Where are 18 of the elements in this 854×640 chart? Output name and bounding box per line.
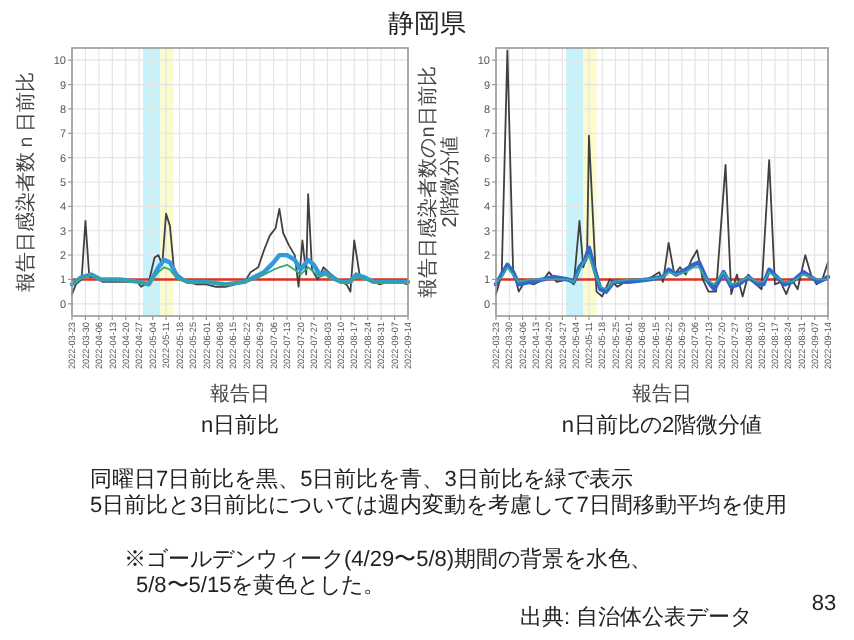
text: 同曜日7日前比を黒、5日前比を青、3日前比を緑で表示	[90, 466, 633, 492]
text: n日前比	[200, 412, 280, 438]
source-note: 出典: 自治体公表データ	[519, 604, 753, 630]
line-series	[495, 49, 829, 298]
line-series	[495, 254, 829, 291]
text: ※ゴールデンウィーク(4/29〜5/8)期間の背景を水色、	[124, 546, 653, 572]
line-series	[493, 245, 831, 294]
text: 5/8〜5/15を黄色とした。	[136, 572, 386, 598]
y-axis-title: 報告日感染者数のn日前比 2階微分値	[416, 66, 462, 298]
chart-title: 静岡県	[388, 8, 466, 38]
x-axis-title: 報告日	[632, 382, 692, 406]
text: 5日前比と3日前比については週内変動を考慮して7日間移動平均を使用	[90, 492, 787, 518]
text: n日前比の2階微分値	[561, 412, 763, 438]
y-axis-title: 報告日感染者数ｎ日前比	[14, 72, 38, 292]
line-series	[69, 252, 411, 287]
line-series	[71, 263, 409, 286]
x-axis-title: 報告日	[210, 382, 270, 406]
text: 83	[811, 592, 837, 616]
